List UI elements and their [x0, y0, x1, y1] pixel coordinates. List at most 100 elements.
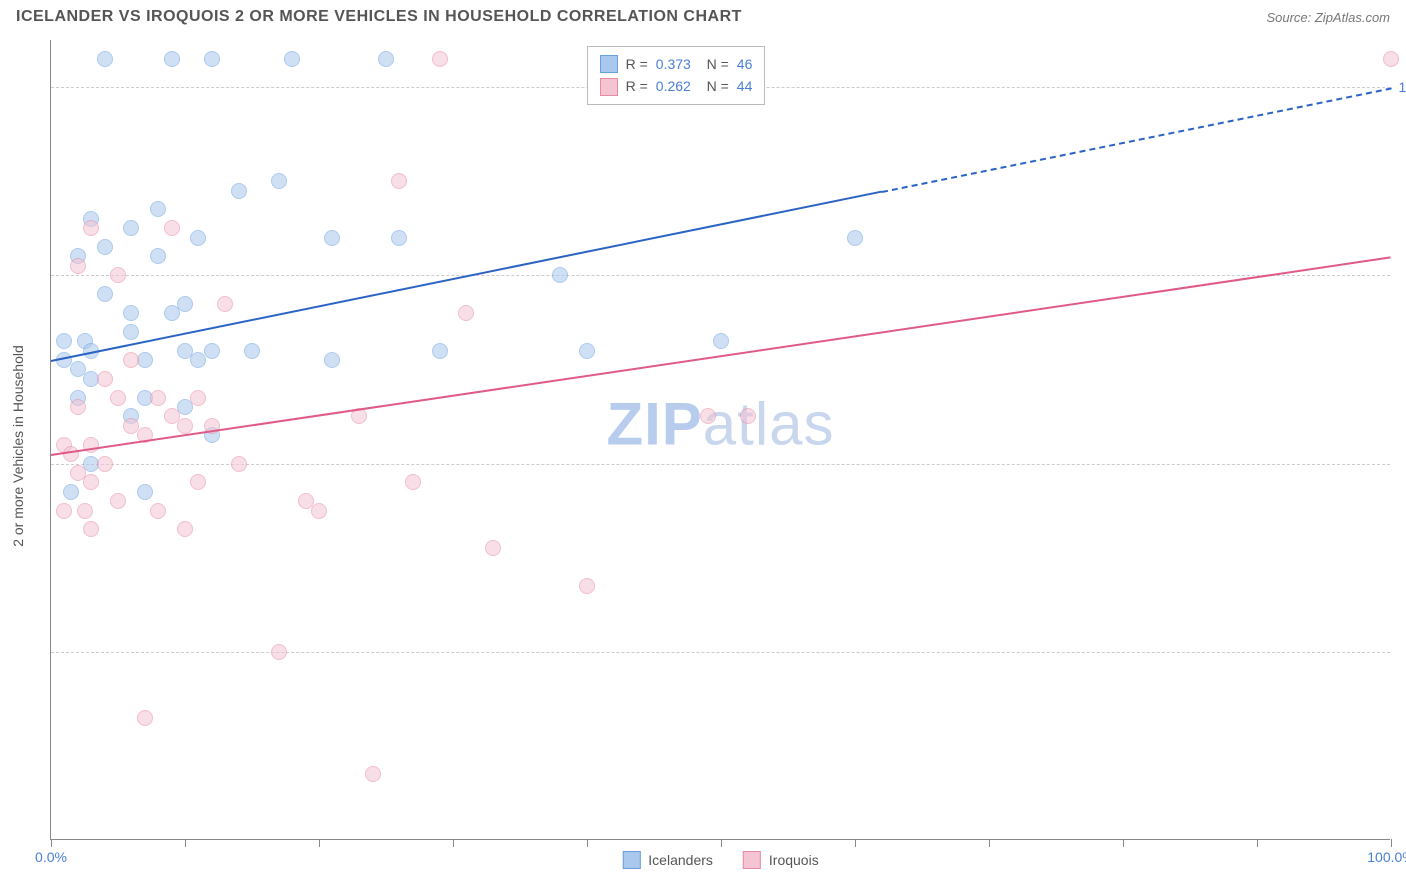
series-legend: Icelanders Iroquois	[622, 851, 818, 869]
data-point	[97, 371, 113, 387]
data-point	[847, 230, 863, 246]
data-point	[284, 51, 300, 67]
y-axis-label: 2 or more Vehicles in Household	[10, 345, 26, 547]
data-point	[110, 493, 126, 509]
x-tick	[185, 839, 186, 847]
stat-n-value: 46	[737, 53, 753, 75]
data-point	[485, 540, 501, 556]
stat-r-label: R =	[626, 53, 648, 75]
data-point	[110, 390, 126, 406]
watermark: ZIPatlas	[606, 389, 834, 458]
stat-r-value: 0.373	[656, 53, 691, 75]
x-tick	[1257, 839, 1258, 847]
data-point	[83, 521, 99, 537]
data-point	[740, 408, 756, 424]
data-point	[190, 390, 206, 406]
data-point	[391, 230, 407, 246]
x-tick	[855, 839, 856, 847]
data-point	[123, 220, 139, 236]
data-point	[164, 51, 180, 67]
data-point	[177, 418, 193, 434]
data-point	[177, 296, 193, 312]
data-point	[137, 710, 153, 726]
stat-r-label: R =	[626, 75, 648, 97]
stat-r-value: 0.262	[656, 75, 691, 97]
data-point	[700, 408, 716, 424]
x-tick-label: 100.0%	[1367, 849, 1406, 865]
data-point	[405, 474, 421, 490]
x-tick	[1391, 839, 1392, 847]
x-tick	[989, 839, 990, 847]
data-point	[231, 183, 247, 199]
data-point	[324, 230, 340, 246]
data-point	[70, 258, 86, 274]
data-point	[83, 474, 99, 490]
scatter-chart: ZIPatlas 40.0%60.0%80.0%100.0%0.0%100.0%…	[50, 40, 1390, 840]
data-point	[579, 578, 595, 594]
x-tick	[453, 839, 454, 847]
gridline-h	[51, 652, 1390, 653]
data-point	[70, 399, 86, 415]
data-point	[150, 201, 166, 217]
legend-label: Icelanders	[648, 852, 713, 868]
data-point	[56, 333, 72, 349]
data-point	[190, 230, 206, 246]
y-tick-label: 100.0%	[1399, 79, 1406, 95]
data-point	[83, 220, 99, 236]
data-point	[311, 503, 327, 519]
data-point	[244, 343, 260, 359]
x-tick	[51, 839, 52, 847]
stats-legend-row: R = 0.373 N = 46	[600, 53, 753, 75]
data-point	[391, 173, 407, 189]
data-point	[97, 239, 113, 255]
data-point	[77, 503, 93, 519]
x-tick-label: 0.0%	[35, 849, 67, 865]
data-point	[204, 51, 220, 67]
data-point	[432, 343, 448, 359]
swatch-icon	[600, 55, 618, 73]
data-point	[271, 644, 287, 660]
data-point	[713, 333, 729, 349]
source-label: Source: ZipAtlas.com	[1266, 10, 1390, 25]
data-point	[97, 456, 113, 472]
stats-legend-row: R = 0.262 N = 44	[600, 75, 753, 97]
data-point	[1383, 51, 1399, 67]
legend-label: Iroquois	[769, 852, 819, 868]
data-point	[63, 484, 79, 500]
data-point	[378, 51, 394, 67]
trend-line	[882, 87, 1392, 192]
data-point	[164, 220, 180, 236]
data-point	[123, 305, 139, 321]
data-point	[177, 521, 193, 537]
data-point	[190, 474, 206, 490]
data-point	[217, 296, 233, 312]
data-point	[150, 248, 166, 264]
data-point	[458, 305, 474, 321]
data-point	[231, 456, 247, 472]
gridline-h	[51, 464, 1390, 465]
data-point	[97, 51, 113, 67]
data-point	[56, 503, 72, 519]
data-point	[137, 484, 153, 500]
legend-item: Iroquois	[743, 851, 819, 869]
x-tick	[319, 839, 320, 847]
swatch-icon	[600, 78, 618, 96]
chart-title: ICELANDER VS IROQUOIS 2 OR MORE VEHICLES…	[16, 8, 742, 26]
x-tick	[587, 839, 588, 847]
legend-item: Icelanders	[622, 851, 713, 869]
stat-n-value: 44	[737, 75, 753, 97]
data-point	[324, 352, 340, 368]
data-point	[150, 503, 166, 519]
data-point	[150, 390, 166, 406]
swatch-icon	[622, 851, 640, 869]
stat-n-label: N =	[699, 53, 729, 75]
data-point	[579, 343, 595, 359]
stat-n-label: N =	[699, 75, 729, 97]
stats-legend: R = 0.373 N = 46R = 0.262 N = 44	[587, 46, 766, 105]
data-point	[204, 343, 220, 359]
swatch-icon	[743, 851, 761, 869]
x-tick	[1123, 839, 1124, 847]
data-point	[365, 766, 381, 782]
data-point	[123, 352, 139, 368]
data-point	[271, 173, 287, 189]
